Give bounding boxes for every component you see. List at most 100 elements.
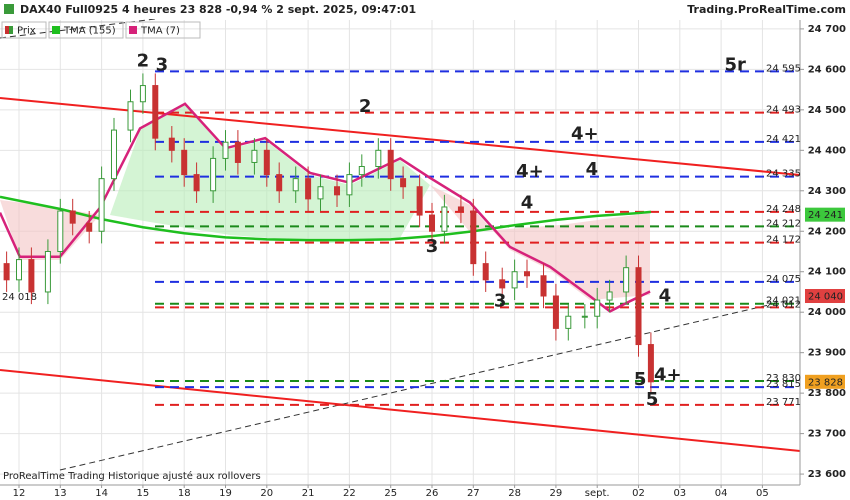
x-tick-label: 20: [260, 488, 273, 499]
candle-body: [305, 178, 312, 200]
candle-body: [540, 275, 547, 297]
x-tick-label: 15: [137, 488, 150, 499]
legend-box: [125, 21, 201, 39]
x-tick-label: 22: [343, 488, 356, 499]
wave-label: 4: [659, 285, 672, 306]
candle-body: [234, 141, 241, 163]
legend-swatch: [9, 26, 13, 34]
candle-body: [400, 178, 407, 188]
candle-body: [127, 101, 134, 131]
candle-body: [358, 166, 365, 176]
legend-box: [1, 21, 47, 39]
x-tick-label: sept.: [585, 488, 610, 499]
level-label: 24 212: [766, 218, 801, 229]
legend-box: [48, 21, 124, 39]
x-tick-label: 18: [178, 488, 191, 499]
candle-body: [606, 291, 613, 301]
level-label: 23 815: [766, 379, 801, 390]
candle-body: [346, 174, 353, 196]
level-label: 24 248: [766, 204, 801, 215]
wave-label: 5: [646, 389, 659, 410]
level-label: 24 075: [766, 274, 801, 285]
candle-body: [594, 299, 601, 317]
wave-label: 2: [359, 96, 372, 117]
y-tick-label: 24 600: [808, 64, 846, 75]
y-tick-label: 24 400: [808, 145, 846, 156]
candle-body: [499, 279, 506, 289]
candle-body: [524, 271, 531, 277]
x-tick-label: 26: [426, 488, 439, 499]
y-tick-label: 24 300: [808, 186, 846, 197]
footer: ProRealTime Trading Historique ajusté au…: [3, 470, 261, 482]
wave-label: 4+: [571, 124, 599, 145]
level-label: 24 021: [766, 296, 801, 307]
y-tick-label: 23 900: [808, 348, 846, 359]
level-label: 24 493: [766, 105, 801, 116]
y-tick-label: 24 000: [808, 307, 846, 318]
candle-body: [623, 267, 630, 293]
y-axis-area: [800, 20, 850, 485]
candle-body: [210, 157, 217, 192]
wave-label: 4+: [516, 161, 544, 182]
level-label: 24 595: [766, 63, 801, 74]
left-level-label: 24 018: [2, 292, 37, 303]
candle-body: [292, 178, 299, 192]
price-tag: [805, 374, 845, 389]
candle-body: [429, 214, 436, 232]
candle-body: [28, 259, 35, 293]
wave-label: 3: [494, 290, 507, 311]
price-tag: [805, 289, 845, 304]
header-bar: [0, 0, 850, 19]
level-label: 24 172: [766, 235, 801, 246]
x-tick-label: 02: [632, 488, 645, 499]
wave-label: 5r: [724, 54, 746, 75]
header-title: DAX40 Full0925 4 heures 23 828 -0,94 % 2…: [20, 3, 416, 16]
wave-label: 5: [634, 369, 647, 390]
x-tick-label: 27: [467, 488, 480, 499]
candle-body: [193, 174, 200, 192]
x-tick-label: 28: [508, 488, 521, 499]
x-tick-label: 21: [302, 488, 315, 499]
candle-body: [387, 149, 394, 180]
wave-label: 4+: [654, 364, 682, 385]
y-tick-label: 24 100: [808, 267, 846, 278]
level-label: 24 012: [766, 299, 801, 310]
y-tick-label: 24 500: [808, 105, 846, 116]
legend: Prix TMA (155) TMA (7): [1, 21, 201, 39]
candle-body: [635, 267, 642, 346]
legend-label: TMA (155): [63, 26, 116, 37]
wave-label: 3: [426, 236, 439, 257]
y-tick-label: 23 700: [808, 429, 846, 440]
trend-line: [0, 369, 801, 452]
x-tick-label: 03: [673, 488, 686, 499]
candle-body: [565, 315, 572, 329]
candle-body: [441, 206, 448, 232]
x-tick-label: 19: [219, 488, 232, 499]
price-tag-label: 23 828: [808, 377, 843, 388]
candle-body: [181, 149, 188, 176]
y-tick-label: 23 800: [808, 388, 846, 399]
y-tick-label: 24 700: [808, 24, 846, 35]
candle-body: [3, 263, 10, 281]
wave-label: 4: [586, 159, 599, 180]
candle-body: [317, 186, 324, 200]
candle-body: [15, 259, 22, 281]
candle-body: [482, 263, 489, 281]
x-tick-label: 14: [95, 488, 108, 499]
candle-body: [110, 129, 117, 180]
level-label: 24 421: [766, 134, 801, 145]
candle-body: [44, 250, 51, 293]
y-tick-label: 24 200: [808, 226, 846, 237]
candle-body: [222, 141, 229, 159]
level-label: 24 335: [766, 169, 801, 180]
level-label: 23 830: [766, 373, 801, 384]
candle-body: [276, 174, 283, 192]
x-tick-label: 05: [756, 488, 769, 499]
candle-body: [470, 210, 477, 265]
legend-swatch: [129, 26, 137, 34]
level-label: 23 771: [766, 397, 801, 408]
trend-line: [59, 299, 791, 471]
